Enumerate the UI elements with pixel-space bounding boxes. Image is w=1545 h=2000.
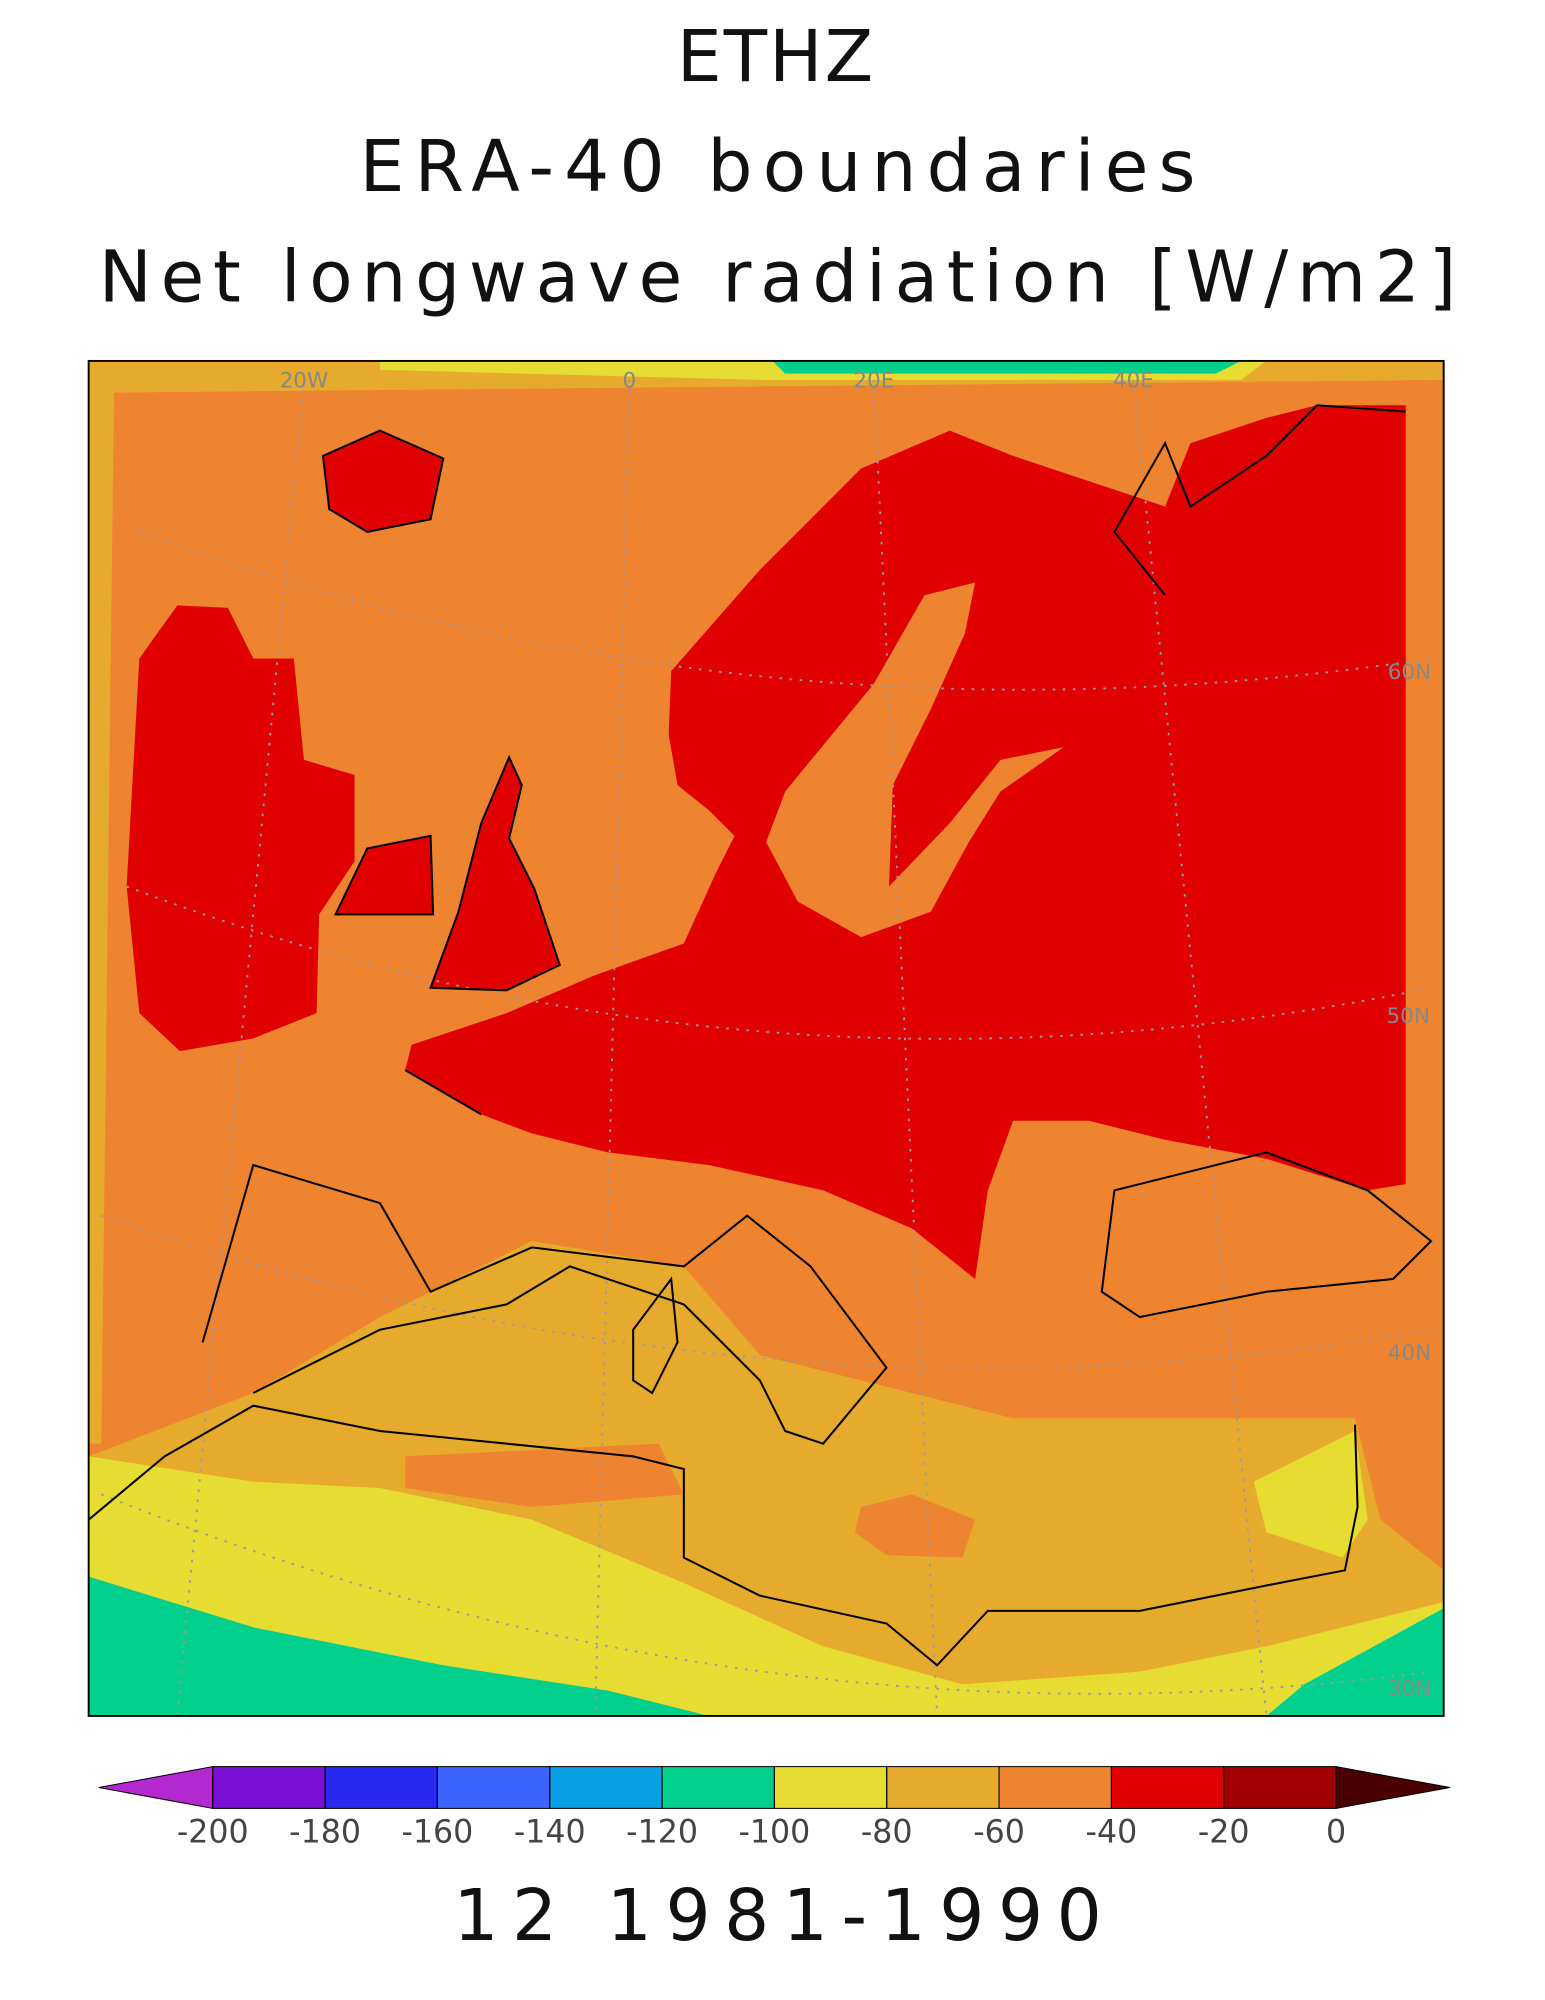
colorbar-over [1335, 1765, 1451, 1810]
colorbar-tick-label: -60 [973, 1815, 1025, 1851]
graticule-labels: 20W 0 20E 40E 60N 50N 40N 30N [280, 369, 1432, 1702]
colorbar-tick-label: -80 [861, 1815, 913, 1851]
field [430, 757, 560, 991]
title-line: ETHZ [677, 15, 873, 98]
footer-label: 12 1981-1990 [453, 1874, 1101, 1957]
field [322, 430, 444, 532]
field [405, 405, 1406, 1280]
field [772, 360, 1242, 374]
colorbar-box [1110, 1766, 1225, 1809]
graticule-label: 40E [1113, 369, 1154, 394]
colorbar-tick-label: -140 [514, 1815, 586, 1851]
map-frame [87, 359, 1445, 1717]
field [405, 1443, 976, 1558]
colorbar-box [549, 1766, 663, 1809]
colorbar-tick-label: 0 [1326, 1815, 1346, 1851]
colorbar-box [436, 1766, 551, 1809]
colorbar-box [324, 1766, 438, 1809]
field [1253, 1431, 1368, 1558]
field [1266, 1608, 1444, 1716]
colorbar-box [773, 1766, 888, 1809]
graticule-label: 50N [1386, 1004, 1429, 1029]
title-line: ERA-40 boundaries [360, 125, 1196, 208]
colorbar-tick-label: -20 [1198, 1815, 1250, 1851]
graticule-label: 40N [1388, 1341, 1431, 1366]
title-line: Net longwave radiation [W/m2] [99, 235, 1457, 318]
graticule-label: 20E [853, 369, 894, 394]
colorbar-box [998, 1766, 1112, 1809]
colorbar-tick-label: -160 [402, 1815, 474, 1851]
field [126, 605, 355, 1052]
map: 20W 0 20E 40E 60N 50N 40N 30N [87, 359, 1445, 1717]
colorbar-tick-label: -200 [177, 1815, 249, 1851]
graticule [100, 379, 1432, 1716]
graticule-label: 0 [623, 369, 637, 394]
colorbar-box [661, 1766, 775, 1809]
field [766, 582, 1064, 938]
colorbar-box [212, 1766, 326, 1809]
graticule-label: 60N [1388, 660, 1431, 685]
field [88, 1576, 710, 1716]
colorbar-tick-label: -120 [626, 1815, 698, 1851]
colorbar-tick-label: -100 [738, 1815, 810, 1851]
colorbar-tick-label: -40 [1086, 1815, 1138, 1851]
graticule-label: 20W [280, 369, 329, 394]
field [88, 1456, 1444, 1716]
colorbar-box [1223, 1766, 1337, 1809]
colorbar-under [98, 1765, 214, 1810]
graticule-label: 30N [1388, 1677, 1431, 1702]
colorbar-box [886, 1766, 1000, 1809]
field [335, 835, 434, 915]
coastline [88, 404, 1433, 1667]
colorbar-tick-label: -180 [289, 1815, 361, 1851]
colorbar: -200 -180 -160 -140 -120 -100 -80 -60 -40 -20 0 [98, 1765, 1451, 1851]
